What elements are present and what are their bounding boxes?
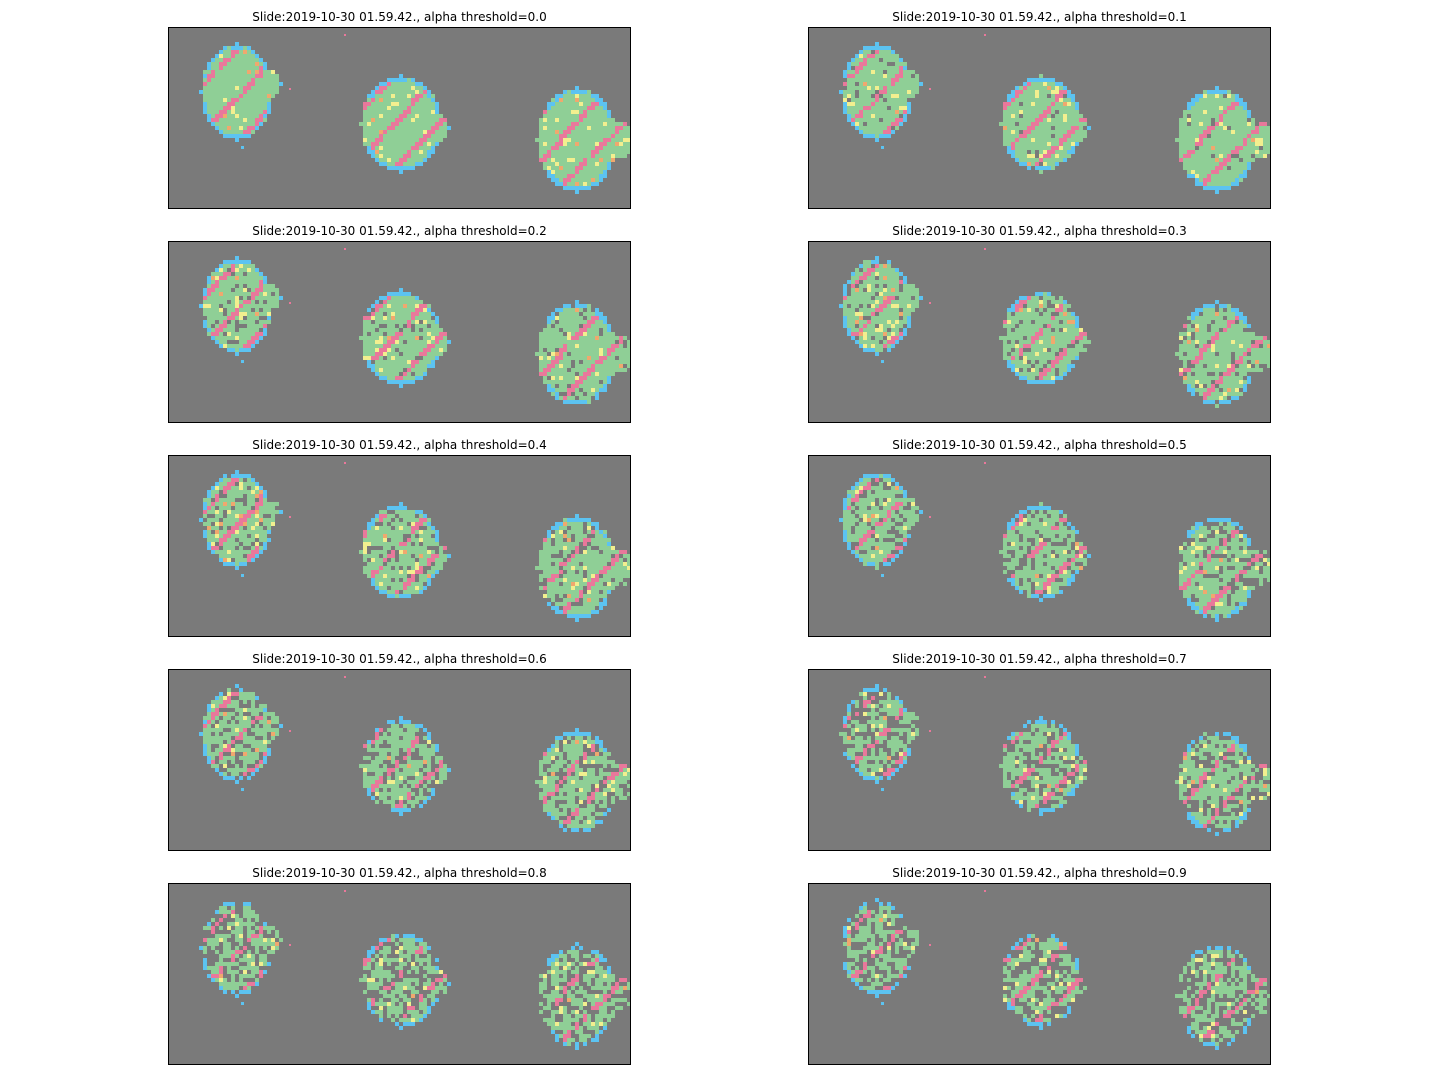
- subplot-title: Slide:2019-10-30 01.59.42., alpha thresh…: [252, 438, 547, 452]
- subplot-title: Slide:2019-10-30 01.59.42., alpha thresh…: [892, 10, 1187, 24]
- subplot-panel: Slide:2019-10-30 01.59.42., alpha thresh…: [168, 438, 631, 637]
- segmentation-map: [168, 883, 631, 1065]
- segmentation-map: [168, 27, 631, 209]
- subplot-title: Slide:2019-10-30 01.59.42., alpha thresh…: [252, 866, 547, 880]
- segmentation-map: [168, 669, 631, 851]
- segmentation-map: [168, 455, 631, 637]
- subplot-panel: Slide:2019-10-30 01.59.42., alpha thresh…: [168, 224, 631, 423]
- subplot-panel: Slide:2019-10-30 01.59.42., alpha thresh…: [808, 10, 1271, 209]
- subplot-panel: Slide:2019-10-30 01.59.42., alpha thresh…: [168, 10, 631, 209]
- subplot-panel: Slide:2019-10-30 01.59.42., alpha thresh…: [808, 224, 1271, 423]
- subplot-title: Slide:2019-10-30 01.59.42., alpha thresh…: [892, 652, 1187, 666]
- segmentation-map: [808, 455, 1271, 637]
- subplot-panel: Slide:2019-10-30 01.59.42., alpha thresh…: [168, 866, 631, 1065]
- segmentation-map: [808, 241, 1271, 423]
- subplot-panel: Slide:2019-10-30 01.59.42., alpha thresh…: [808, 652, 1271, 851]
- subplot-title: Slide:2019-10-30 01.59.42., alpha thresh…: [892, 224, 1187, 238]
- subplot-title: Slide:2019-10-30 01.59.42., alpha thresh…: [252, 224, 547, 238]
- subplot-panel: Slide:2019-10-30 01.59.42., alpha thresh…: [808, 438, 1271, 637]
- subplot-title: Slide:2019-10-30 01.59.42., alpha thresh…: [892, 438, 1187, 452]
- subplot-title: Slide:2019-10-30 01.59.42., alpha thresh…: [892, 866, 1187, 880]
- subplot-panel: Slide:2019-10-30 01.59.42., alpha thresh…: [168, 652, 631, 851]
- subplot-panel: Slide:2019-10-30 01.59.42., alpha thresh…: [808, 866, 1271, 1065]
- subplot-title: Slide:2019-10-30 01.59.42., alpha thresh…: [252, 652, 547, 666]
- segmentation-map: [808, 27, 1271, 209]
- segmentation-map: [168, 241, 631, 423]
- segmentation-map: [808, 883, 1271, 1065]
- segmentation-map: [808, 669, 1271, 851]
- subplot-title: Slide:2019-10-30 01.59.42., alpha thresh…: [252, 10, 547, 24]
